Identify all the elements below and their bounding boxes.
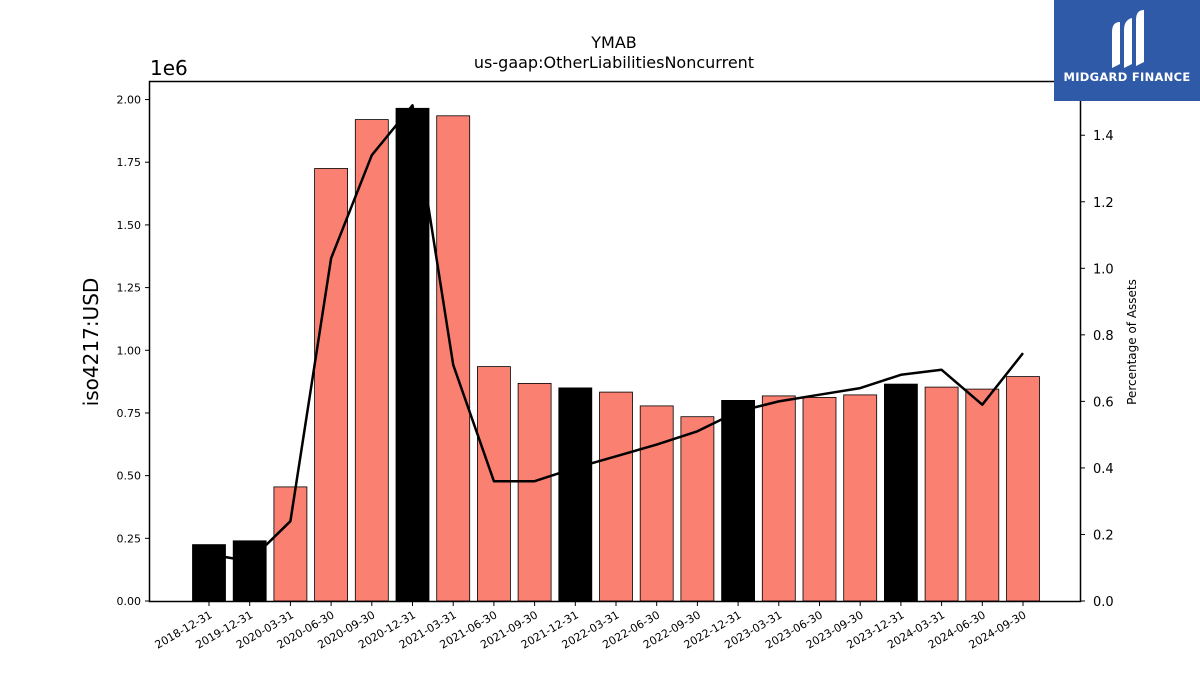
y2-tick-label: 0.2 [1093,528,1114,543]
bar-2020-06-30 [314,168,349,602]
y-tick-label: 0.75 [117,407,142,420]
bar-2023-06-30 [802,396,837,602]
chart-title: YMAB [590,33,637,52]
y-tick-label: 1.00 [117,344,142,357]
bar-2020-09-30 [354,119,389,602]
bar-2024-09-30 [1006,376,1040,602]
bar-2022-12-31 [721,399,755,602]
y-tick-label: 1.50 [117,219,142,232]
bar-2024-06-30 [965,388,1000,602]
chart-subtitle: us-gaap:OtherLiabilitiesNoncurrent [474,53,754,72]
y-tick-label: 2.00 [117,94,142,107]
y2-tick-label: 0.4 [1093,462,1114,477]
y-tick-label: 0.25 [117,532,142,545]
line-percentage-of-assets [208,104,1024,563]
midgard-logo-icon [1112,10,1144,68]
plot-frame [148,80,1082,603]
y-offset-label: 1e6 [150,56,188,80]
y-tick-label: 0.00 [117,595,142,608]
bar-2024-03-31 [924,386,959,602]
y-tick-label: 0.50 [117,470,142,483]
bar-2023-03-31 [761,395,796,602]
bar-2020-12-31 [395,107,430,602]
bar-2022-09-30 [680,416,715,602]
bar-2023-12-31 [884,383,918,602]
bar-2021-12-31 [558,387,593,602]
y2-axis-label: Percentage of Assets [1125,279,1139,405]
y2-tick-label: 0.6 [1093,395,1114,410]
y-tick-label: 1.25 [117,282,142,295]
y2-tick-label: 0.8 [1093,329,1114,344]
y-tick-label: 1.75 [117,156,142,169]
logo-text: MIDGARD FINANCE [1063,70,1191,84]
y2-tick-label: 1.2 [1093,196,1114,211]
bar-2018-12-31 [192,544,226,602]
y2-tick-label: 1.0 [1093,262,1114,277]
y2-tick-label: 1.4 [1093,129,1114,144]
bar-2021-09-30 [517,382,552,602]
bar-2021-06-30 [476,366,511,602]
bar-2022-03-31 [599,391,633,602]
y-axis-label: iso4217:USD [79,278,103,407]
y2-tick-label: 0.0 [1093,595,1114,610]
brand-logo: MIDGARD FINANCE [1054,0,1200,101]
bar-2023-09-30 [843,394,878,602]
bar-2020-03-31 [273,486,308,602]
bar-2022-06-30 [639,405,674,602]
